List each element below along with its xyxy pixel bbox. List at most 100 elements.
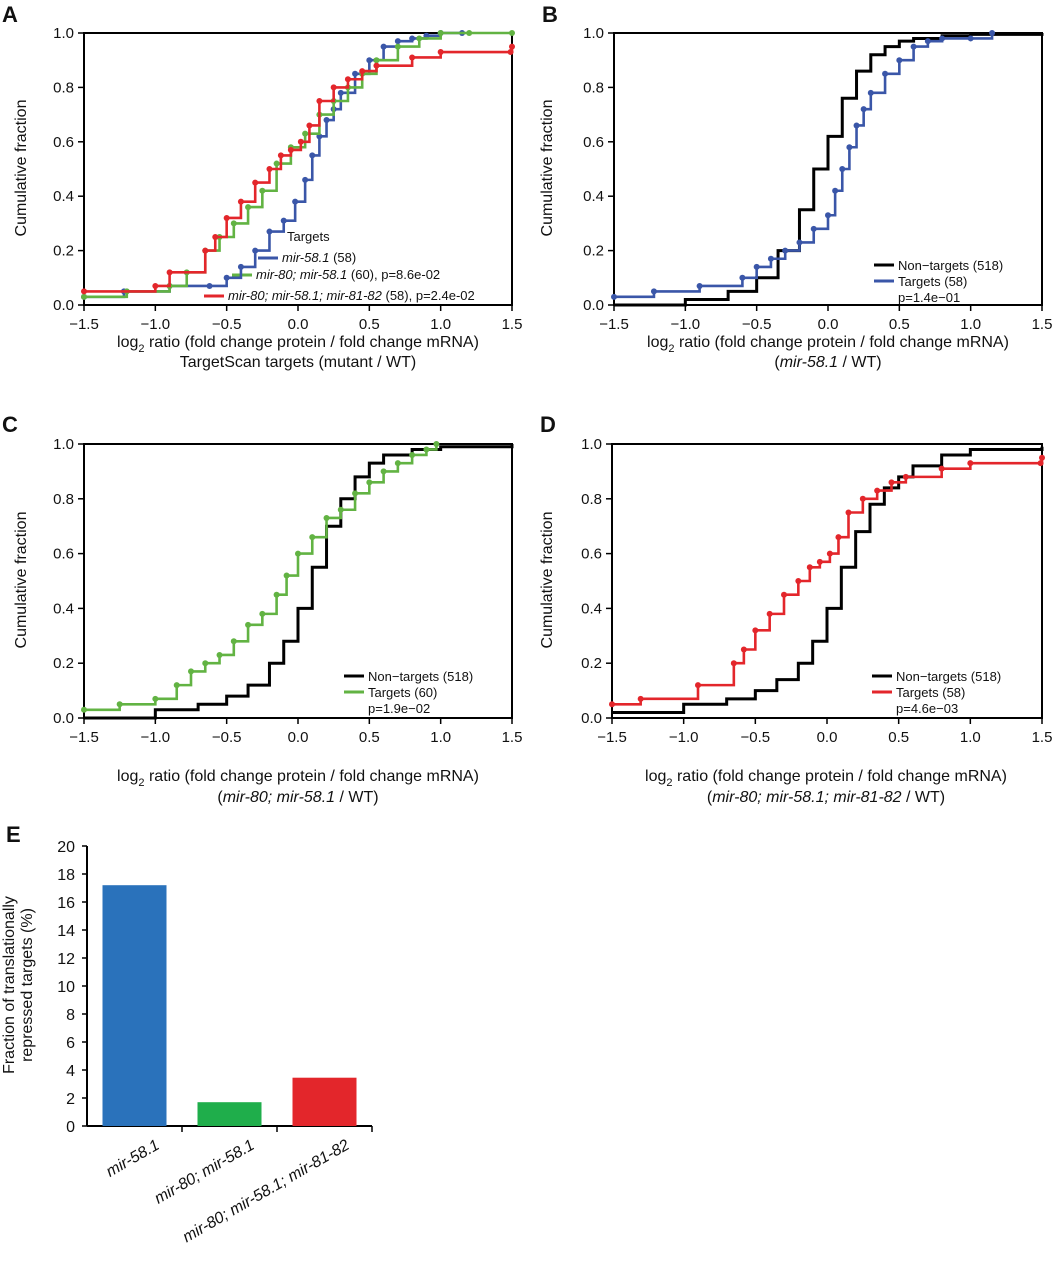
data-point: [302, 176, 309, 183]
category-label: mir-80; mir-58.1; mir-81-82: [180, 1137, 353, 1246]
data-point: [752, 627, 759, 634]
data-point: [896, 57, 903, 64]
panel-b: Cumulative fraction log2 ratio (fold cha…: [539, 25, 1052, 371]
x-tick-label: 0.5: [889, 316, 910, 333]
x-tick-label: 0.5: [888, 729, 909, 746]
data-point: [867, 89, 874, 96]
panel-label-b: B: [542, 2, 558, 27]
legend-entry-targets: Targets (60): [368, 685, 437, 700]
data-point: [302, 130, 309, 137]
data-point: [366, 57, 373, 64]
data-point: [380, 43, 387, 50]
series-line-2: [84, 46, 514, 293]
data-point: [245, 204, 252, 211]
legend-entry-nontargets: Non−targets (518): [368, 669, 473, 684]
x-tick-label: 1.5: [1032, 316, 1053, 333]
y-tick-label: 1.0: [53, 25, 74, 42]
legend-entry-mir80-mir58: mir-80; mir-58.1 (60), p=8.6e-02: [256, 267, 440, 282]
data-point: [609, 701, 615, 708]
data-point: [359, 68, 366, 75]
bar: [102, 885, 167, 1126]
x-axis-label: log2 ratio (fold change protein / fold c…: [647, 334, 1009, 355]
data-point: [223, 214, 230, 221]
y-tick-label: 20: [57, 839, 75, 856]
data-point: [409, 35, 416, 42]
y-axis-label: Cumulative fraction: [539, 100, 556, 237]
data-point: [795, 578, 802, 584]
y-tick-label: 0.6: [581, 546, 602, 563]
panel-label-d: D: [540, 412, 556, 437]
data-point: [967, 35, 974, 42]
y-tick-label: 0.0: [53, 297, 74, 314]
data-point: [323, 514, 330, 521]
data-point: [1037, 460, 1044, 467]
y-tick-label: 0.0: [581, 710, 602, 727]
data-point: [273, 160, 280, 167]
data-point: [650, 288, 657, 295]
y-tick-label: 0.0: [53, 710, 74, 727]
data-point: [252, 179, 259, 186]
data-point: [466, 30, 473, 36]
data-point: [739, 274, 746, 281]
legend: Non−targets (518) Targets (60) p=1.9e−02: [344, 669, 473, 716]
x-tick-label: 0.0: [288, 729, 309, 746]
data-point: [352, 70, 359, 77]
y-axis-label-line-2: repressed targets (%): [19, 908, 36, 1062]
data-point: [433, 441, 440, 447]
data-point: [230, 220, 237, 227]
data-point: [989, 30, 996, 36]
x-axis-label-2: (mir-80; mir-58.1; mir-81-82 / WT): [707, 789, 945, 806]
data-point: [766, 610, 773, 617]
x-tick-label: −1.5: [69, 729, 99, 746]
x-tick-label: −1.0: [141, 316, 171, 333]
data-point: [266, 166, 273, 172]
y-tick-label: 4: [66, 1063, 75, 1080]
y-tick-label: 0.0: [583, 297, 604, 314]
data-point: [882, 70, 889, 77]
data-point: [309, 534, 316, 541]
x-axis-label-2: (mir-80; mir-58.1 / WT): [217, 789, 378, 806]
x-tick-label: 1.5: [1032, 729, 1053, 746]
panel-d: Cumulative fraction log2 ratio (fold cha…: [539, 436, 1052, 806]
data-point: [825, 212, 831, 219]
x-tick-label: −0.5: [212, 729, 242, 746]
y-tick-label: 8: [66, 1007, 75, 1024]
data-point: [283, 572, 290, 579]
data-point: [287, 146, 294, 153]
x-axis-label: log2 ratio (fold change protein / fold c…: [645, 768, 1007, 789]
data-point: [394, 460, 401, 467]
data-point: [611, 293, 617, 300]
legend-entry-targets: Targets (58): [896, 685, 965, 700]
data-point: [782, 247, 789, 254]
data-point: [826, 550, 833, 557]
panel-a: Cumulative fraction log2 ratio (fold cha…: [13, 25, 522, 371]
y-tick-label: 0.6: [53, 546, 74, 563]
data-point: [816, 558, 823, 565]
data-point: [295, 550, 301, 557]
data-point: [409, 54, 416, 61]
data-point: [252, 247, 259, 254]
data-point: [380, 468, 387, 475]
data-point: [938, 465, 945, 472]
data-point: [696, 282, 703, 289]
data-point: [237, 263, 244, 270]
panel-label-c: C: [2, 412, 18, 437]
y-tick-label: 0.6: [583, 134, 604, 151]
legend: Targets mir-58.1 (58) mir-80; mir-58.1 (…: [204, 229, 475, 303]
y-tick-label: 0.6: [53, 134, 74, 151]
y-tick-label: 0.8: [53, 491, 74, 508]
data-point: [188, 668, 194, 675]
y-tick-label: 0.2: [53, 243, 74, 260]
x-tick-label: 1.0: [430, 729, 451, 746]
data-point: [967, 460, 974, 467]
data-point: [297, 138, 304, 145]
data-point: [753, 263, 760, 270]
x-tick-label: −1.5: [597, 729, 627, 746]
data-point: [259, 610, 266, 617]
data-point: [437, 30, 444, 36]
legend-title: Targets: [287, 229, 330, 244]
data-point: [206, 282, 213, 289]
y-tick-label: 18: [57, 867, 75, 884]
data-point: [507, 49, 514, 56]
